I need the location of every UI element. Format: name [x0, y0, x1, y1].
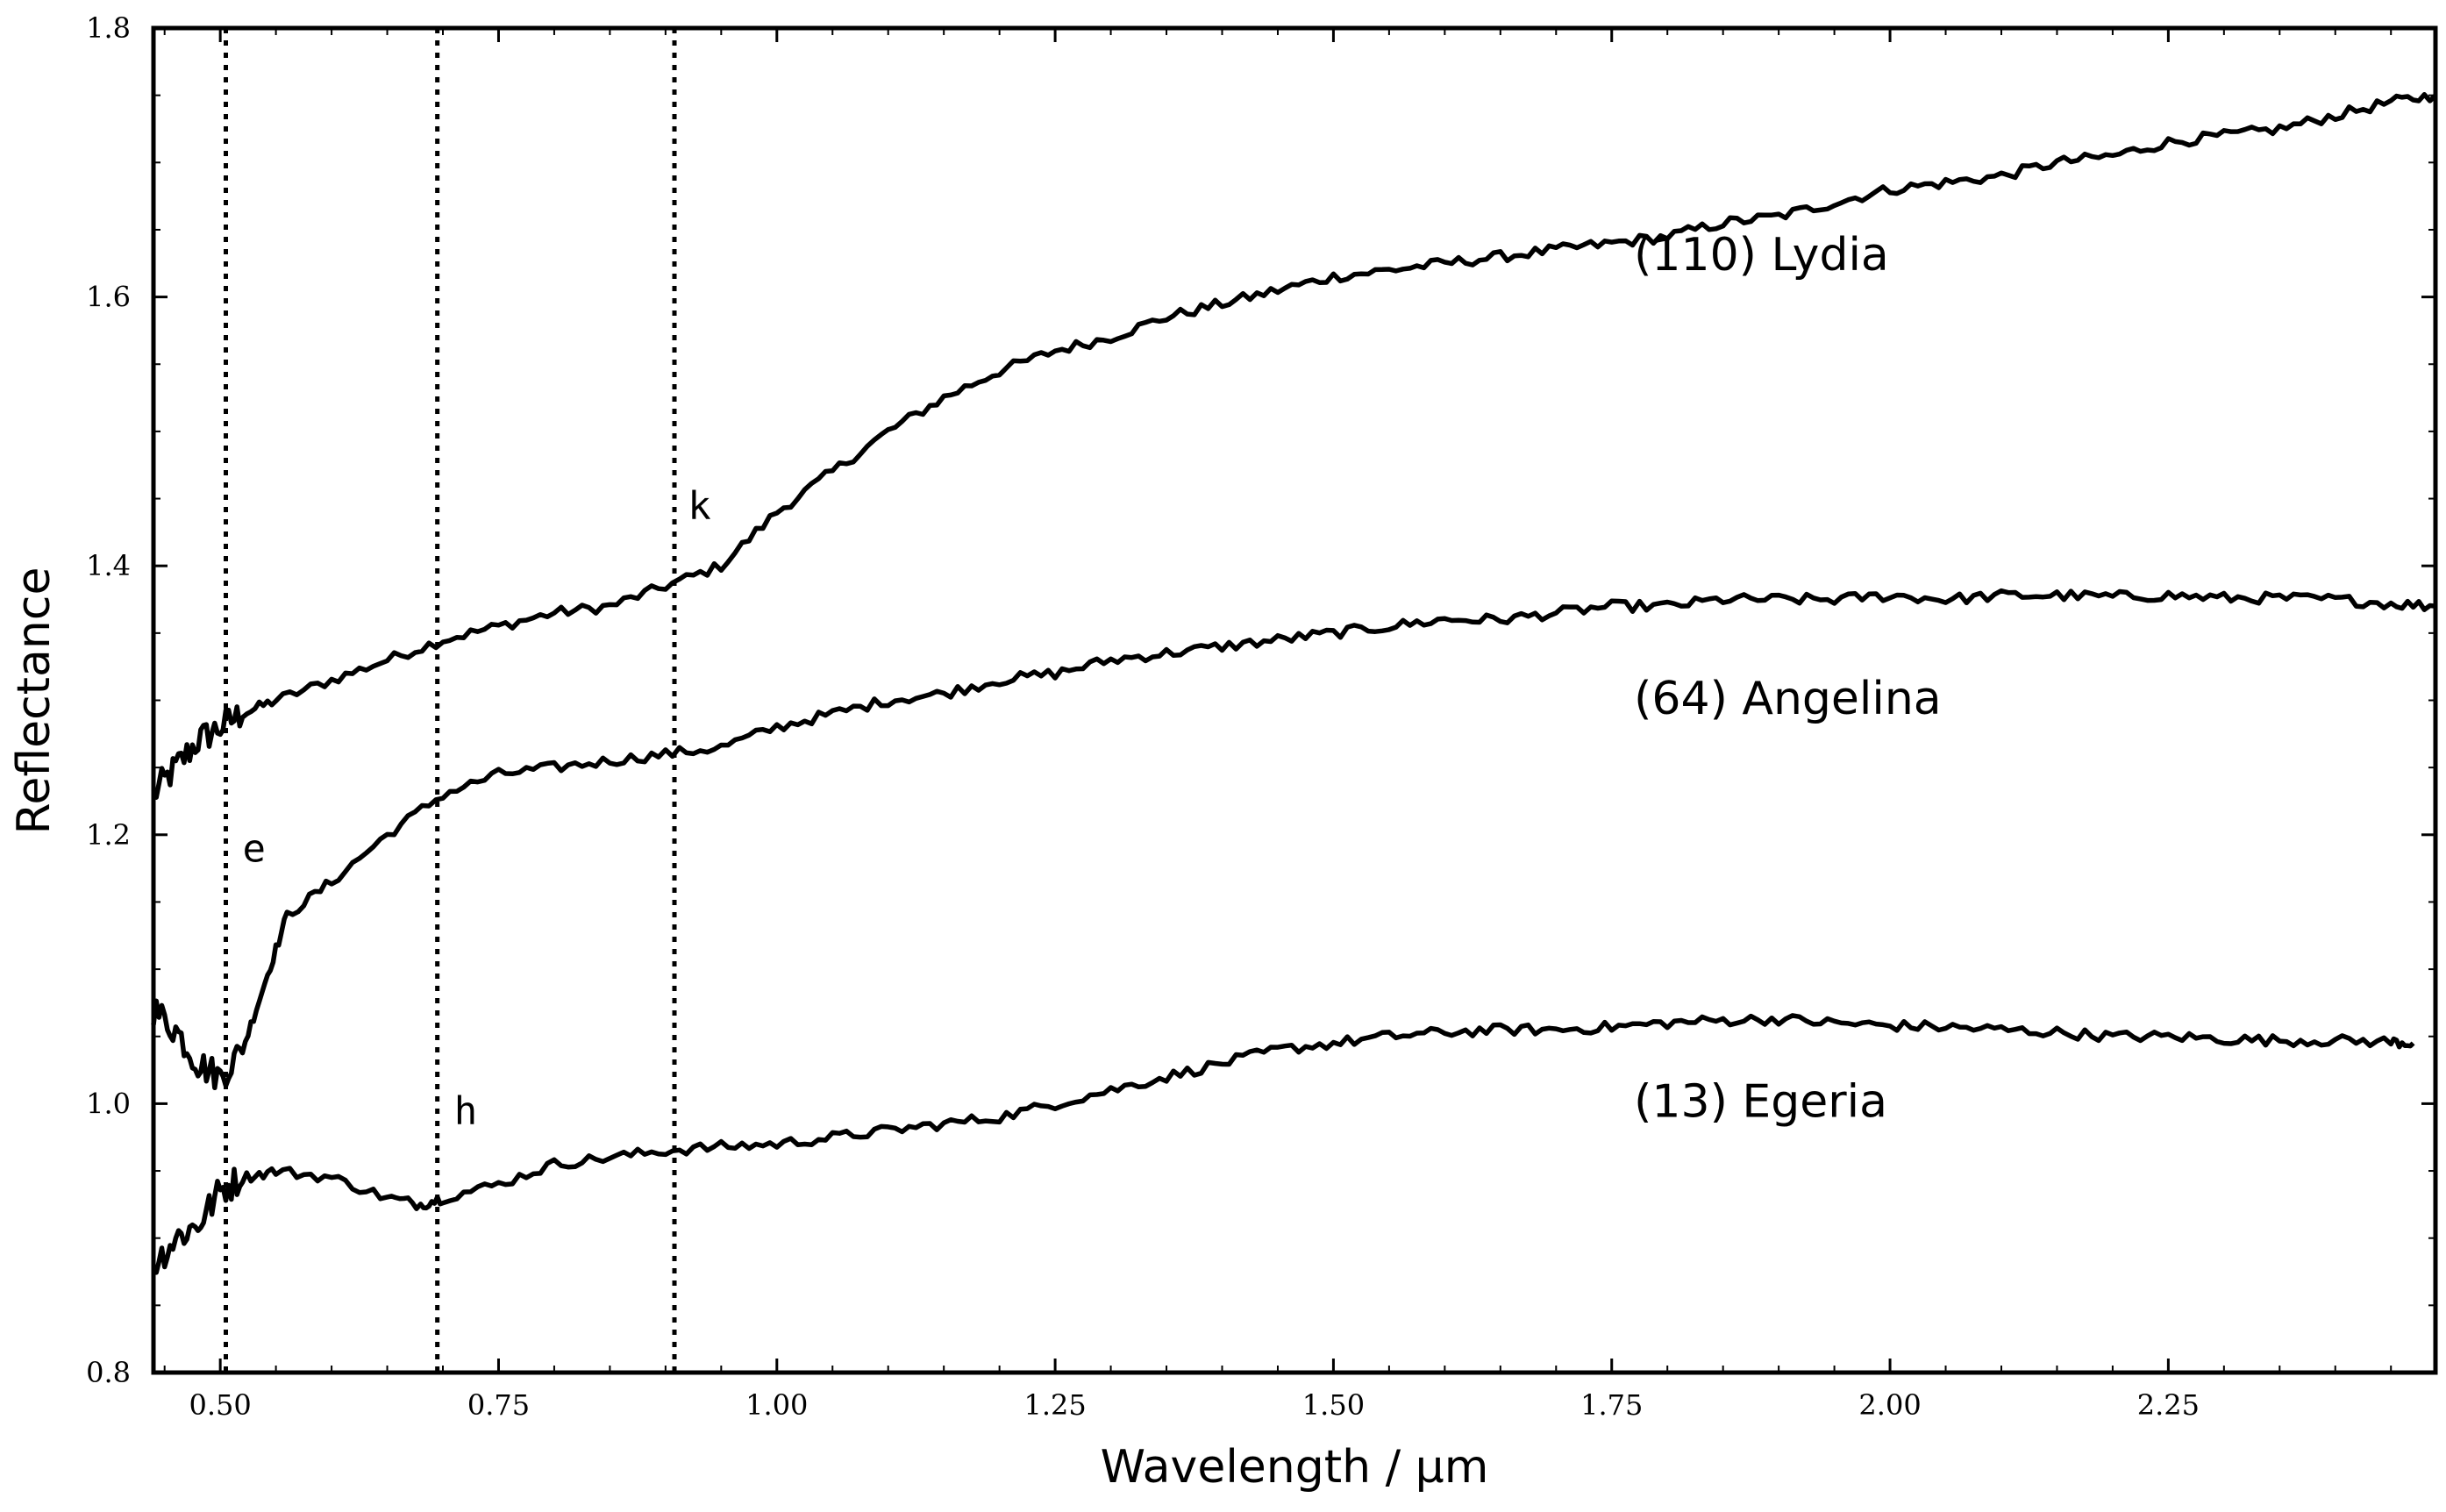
series-label-1: (110) Lydia	[1634, 229, 1889, 282]
series-line-3	[151, 1013, 2415, 1275]
y-tick-label: 1.8	[86, 11, 131, 45]
feature-label-k: k	[688, 484, 711, 529]
spectra-series	[151, 92, 2437, 1275]
series-line-1	[151, 92, 2437, 800]
chart-labels: e h k (110) Lydia (64) Angelina (13) Egeria	[243, 229, 1942, 1133]
x-tick-label: 1.00	[745, 1388, 808, 1422]
plot-frame	[151, 25, 2438, 1375]
x-tick-label: 1.50	[1302, 1388, 1365, 1422]
y-tick-label: 0.8	[86, 1356, 131, 1389]
series-label-2: (64) Angelina	[1634, 673, 1942, 725]
x-axis-label: Wavelength / μm	[1101, 1441, 1489, 1494]
y-tick-label: 1.0	[86, 1087, 131, 1120]
y-tick-label: 1.2	[86, 818, 131, 852]
x-tick-label: 0.50	[189, 1388, 252, 1422]
feature-label-h: h	[454, 1088, 478, 1133]
x-tick-label: 0.75	[467, 1388, 530, 1422]
series-label-3: (13) Egeria	[1634, 1076, 1887, 1129]
y-tick-label: 1.6	[86, 281, 131, 314]
y-axis-label: Reflectance	[8, 567, 61, 835]
y-tick-label: 1.4	[86, 549, 131, 582]
x-tick-label: 1.25	[1023, 1388, 1086, 1422]
x-tick-label: 2.00	[1858, 1388, 1921, 1422]
x-tick-label: 1.75	[1580, 1388, 1643, 1422]
feature-label-e: e	[243, 826, 267, 871]
x-tick-label: 2.25	[2137, 1388, 2200, 1422]
series-line-2	[151, 588, 2436, 1091]
